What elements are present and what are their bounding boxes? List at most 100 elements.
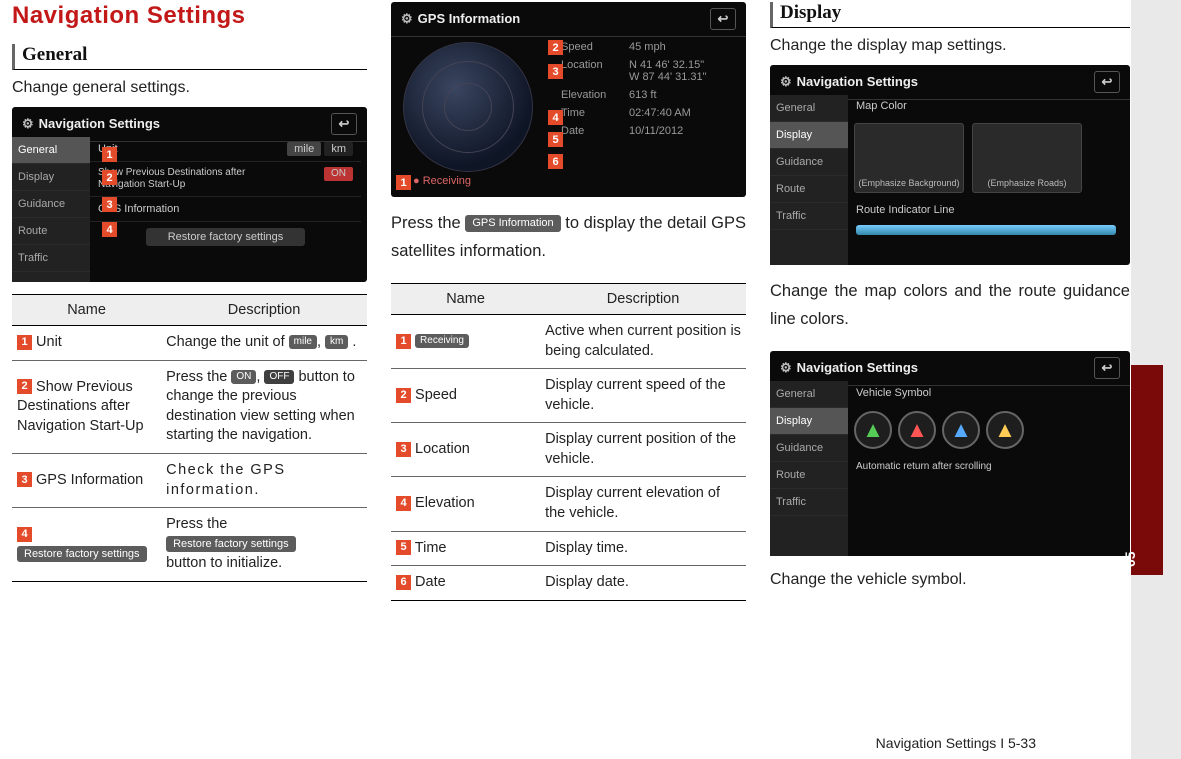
chip: mile <box>287 142 321 156</box>
num: 4 <box>396 496 411 511</box>
callout-1: 1 <box>102 147 117 162</box>
v: 613 ft <box>629 89 657 101</box>
num: 2 <box>17 379 32 394</box>
ss-sidebar: General Display Guidance Route Traffic <box>770 381 848 556</box>
num: 1 <box>17 335 32 350</box>
chip: ON <box>324 167 353 181</box>
num: 3 <box>396 442 411 457</box>
vehicle-symbol-icon: ▲ <box>942 411 980 449</box>
cell: button to initialize. <box>166 555 282 571</box>
screenshot-gps: GPS Information ↩ ● Receiving Speed45 mp… <box>391 2 746 197</box>
v: 45 mph <box>629 41 666 53</box>
row-label: Vehicle Symbol <box>848 381 1124 405</box>
gps-table: Name Description 1 Receiving Active when… <box>391 283 746 601</box>
section-title-general: General <box>12 44 367 70</box>
v: 10/11/2012 <box>629 125 683 137</box>
chip: GPS Information <box>465 215 560 232</box>
cell: Press the <box>166 516 227 532</box>
sidebar-item: Route <box>770 176 848 203</box>
cell: Change the unit of <box>166 334 289 350</box>
cell: Display date. <box>540 566 746 601</box>
back-icon: ↩ <box>1094 357 1120 379</box>
cell: Unit <box>36 334 62 350</box>
th-name: Name <box>12 295 161 326</box>
ss-sidebar: General Display Guidance Route Traffic <box>770 95 848 265</box>
sidebar-item: Guidance <box>12 191 90 218</box>
cell: Check the GPS information. <box>161 454 367 508</box>
chip: km <box>325 335 348 349</box>
cell: Elevation <box>415 495 475 511</box>
cell: Press the <box>166 369 231 385</box>
cell: Display time. <box>540 531 746 566</box>
gps-globe <box>403 42 533 172</box>
callout-3: 3 <box>548 64 563 79</box>
chip: ON <box>231 370 256 384</box>
num: 5 <box>396 540 411 555</box>
back-icon: ↩ <box>710 8 736 30</box>
callout-4: 4 <box>548 110 563 125</box>
callout-4: 4 <box>102 222 117 237</box>
th-desc: Description <box>161 295 367 326</box>
v: N 41 46' 32.15" <box>629 59 704 71</box>
column-gps: GPS Information ↩ ● Receiving Speed45 mp… <box>391 0 746 601</box>
v: W 87 44' 31.31" <box>629 71 707 83</box>
sidebar-item: General <box>770 95 848 122</box>
chip: Receiving <box>415 334 469 348</box>
chip: mile <box>289 335 317 349</box>
map-option: (Emphasize Background) <box>854 123 964 193</box>
l: Speed <box>561 41 619 53</box>
chip: km <box>324 142 353 156</box>
sidebar-item: Traffic <box>770 489 848 516</box>
cell: Speed <box>415 387 457 403</box>
sidebar-item: Display <box>12 164 90 191</box>
display-mid: Change the map colors and the route guid… <box>770 277 1130 333</box>
l: Date <box>561 125 619 137</box>
sidebar-item: Guidance <box>770 435 848 462</box>
column-display: Display Change the display map settings.… <box>770 0 1130 601</box>
chip: Restore factory settings <box>166 536 296 552</box>
map-option: (Emphasize Roads) <box>972 123 1082 193</box>
row-label: Map Color <box>848 95 1124 117</box>
general-intro: Change general settings. <box>12 76 367 99</box>
vehicle-symbol-icon: ▲ <box>986 411 1024 449</box>
recv-label: Receiving <box>423 175 471 187</box>
vehicle-symbol-icon: ▲ <box>854 411 892 449</box>
cell: Display current elevation of the vehicle… <box>540 477 746 531</box>
callout-3: 3 <box>102 197 117 212</box>
ss-body: Map Color (Emphasize Background) (Emphas… <box>848 95 1124 259</box>
page-edge-strip: 05 <box>1131 0 1181 759</box>
num: 3 <box>17 472 32 487</box>
l: Elevation <box>561 89 619 101</box>
callout-5: 5 <box>548 132 563 147</box>
sidebar-item: Traffic <box>770 203 848 230</box>
page-title: Navigation Settings <box>12 2 367 30</box>
back-icon: ↩ <box>331 113 357 135</box>
sidebar-item: Traffic <box>12 245 90 272</box>
cell: Active when current position is being ca… <box>540 315 746 369</box>
gps-intro: Press the GPS Information to display the… <box>391 209 746 265</box>
screenshot-display-2: Navigation Settings ↩ General Display Gu… <box>770 351 1130 556</box>
cell: Display current position of the vehicle. <box>540 423 746 477</box>
num: 4 <box>17 527 32 542</box>
cell: Time <box>415 540 447 556</box>
cell: Date <box>415 574 446 590</box>
l: Location <box>561 59 619 83</box>
th-name: Name <box>391 284 540 315</box>
ss-title: Navigation Settings <box>22 116 160 132</box>
row-label: Automatic return after scrolling <box>848 455 1124 479</box>
cell: Location <box>415 441 470 457</box>
callout-1: 1 <box>396 175 411 190</box>
cell: GPS Information <box>36 472 143 488</box>
sidebar-item: Display <box>770 408 848 435</box>
sidebar-item: Guidance <box>770 149 848 176</box>
display-intro: Change the display map settings. <box>770 34 1130 57</box>
ss-body: Unit mile km Show Previous Destinations … <box>90 137 361 276</box>
general-table: Name Description 1 Unit Change the unit … <box>12 294 367 582</box>
chapter-tab: 05 <box>1122 551 1138 567</box>
symbol-row: ▲ ▲ ▲ ▲ <box>848 405 1124 455</box>
th-desc: Description <box>540 284 746 315</box>
ss-body: Vehicle Symbol ▲ ▲ ▲ ▲ Automatic return … <box>848 381 1124 550</box>
screenshot-display-1: Navigation Settings ↩ General Display Gu… <box>770 65 1130 265</box>
callout-6: 6 <box>548 154 563 169</box>
row-label: Show Previous Destinations after Navigat… <box>98 167 268 191</box>
